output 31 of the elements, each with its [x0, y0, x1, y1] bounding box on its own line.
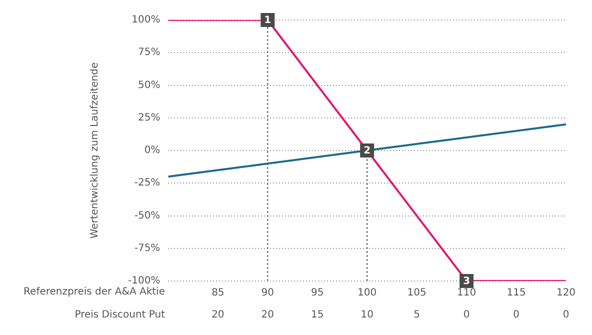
x-tick-label: 95	[311, 288, 324, 299]
text: 15	[311, 310, 324, 321]
x-axis-title: Referenzpreis der A&A Aktie	[24, 286, 165, 298]
x-tick-label: 110	[457, 288, 476, 299]
y-tick-label: 0%	[144, 145, 160, 156]
y-tick-label: 75%	[138, 47, 160, 58]
x-tick-label: 115	[506, 288, 526, 299]
y-tick-label: -50%	[134, 210, 160, 222]
text: 0	[562, 310, 570, 321]
x-tick-label: 85	[212, 288, 224, 299]
y-tick-label: -100%	[128, 276, 160, 287]
annotation: 3	[463, 276, 470, 288]
y-tick-label: 100%	[132, 14, 160, 26]
y-tick-label: -75%	[134, 242, 160, 254]
y-axis-title: Wertentwicklung zum Laufzeitende	[90, 62, 101, 239]
x-tick-label: 90	[261, 288, 274, 299]
y-tick-label: -25%	[134, 178, 160, 189]
text: Preis Discount Put	[74, 310, 166, 321]
x-tick-label: 100	[358, 288, 377, 299]
annotation: 1	[264, 15, 272, 26]
text: 20	[212, 310, 224, 321]
x-tick-label: 120	[556, 288, 576, 299]
x-tick-label: 105	[407, 288, 426, 299]
text: 10	[360, 310, 374, 321]
text: 0	[513, 310, 520, 321]
text: 20	[261, 310, 274, 321]
y-tick-label: 25%	[138, 112, 160, 124]
annotation: 2	[364, 146, 371, 157]
y-tick-label: 50%	[138, 80, 160, 91]
text: 5	[414, 310, 420, 321]
text: 0	[463, 310, 470, 321]
